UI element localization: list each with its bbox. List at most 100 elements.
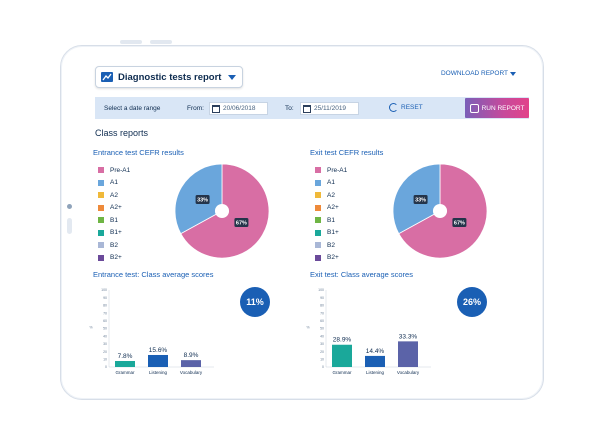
reset-button[interactable]: RESET — [389, 103, 423, 112]
bar-grammar[interactable] — [332, 344, 352, 367]
bar-value-label: 33.3% — [399, 333, 418, 340]
y-tick-label: 40 — [103, 334, 107, 338]
report-screen: Diagnostic tests report DOWNLOAD REPORT … — [85, 60, 530, 385]
y-tick-label: 20 — [103, 350, 107, 354]
calendar-icon — [303, 104, 311, 113]
pie-value-label: 67% — [236, 220, 247, 226]
pie-label-badge — [195, 195, 210, 205]
bar-value-label: 8.9% — [184, 352, 199, 359]
bar-listening[interactable] — [148, 354, 168, 367]
y-tick-label: 10 — [320, 358, 324, 362]
y-tick-label: 60 — [103, 319, 107, 323]
entrance-avg-bar-chart: 1009080706050403020100%7.8%Grammar15.6%L… — [89, 288, 214, 375]
legend-swatch — [98, 204, 104, 211]
legend-item: B1+ — [98, 227, 130, 240]
legend-label: B1 — [110, 216, 118, 224]
y-tick-label: 80 — [320, 304, 324, 308]
legend-label: Pre-A1 — [110, 166, 131, 174]
entrance-avg-title: Entrance test: Class average scores — [93, 270, 214, 279]
tablet-notch-left — [120, 40, 142, 44]
y-axis-label: % — [89, 326, 92, 330]
legend-swatch — [98, 179, 104, 186]
exit-overall-score: 26% — [457, 287, 487, 317]
bar-value-label: 28.9% — [333, 337, 352, 344]
entrance-cefr-legend: Pre-A1 A1 A2 A2+ B1 B1+ B2 B2+ — [98, 164, 130, 264]
y-tick-label: 0 — [105, 365, 107, 369]
legend-label: A1 — [110, 179, 118, 187]
camera-dot — [67, 204, 72, 209]
category-label: Listening — [149, 370, 168, 375]
from-date-field[interactable]: 20/06/2018 — [209, 102, 268, 115]
y-tick-label: 30 — [103, 342, 107, 346]
legend-item: A2+ — [315, 202, 347, 215]
y-tick-label: 90 — [320, 296, 324, 300]
legend-label: Pre-A1 — [327, 166, 348, 174]
download-report-button[interactable]: DOWNLOAD REPORT — [441, 70, 516, 77]
y-tick-label: 30 — [320, 342, 324, 346]
refresh-icon — [389, 103, 398, 112]
legend-item: A2+ — [98, 202, 130, 215]
y-tick-label: 20 — [320, 350, 324, 354]
category-label: Grammar — [116, 370, 136, 375]
legend-label: B2 — [110, 241, 118, 249]
bar-vocabulary[interactable] — [181, 360, 201, 367]
run-report-icon — [469, 103, 479, 113]
legend-label: A2+ — [327, 204, 339, 212]
bar-vocabulary[interactable] — [398, 341, 418, 367]
category-label: Listening — [366, 370, 385, 375]
to-date-value: 25/11/2019 — [314, 105, 347, 112]
legend-label: B1 — [327, 216, 335, 224]
legend-swatch — [315, 242, 321, 249]
legend-swatch — [98, 242, 104, 249]
entrance-cefr-title: Entrance test CEFR results — [93, 148, 184, 157]
category-label: Vocabulary — [397, 370, 420, 375]
exit-cefr-title: Exit test CEFR results — [310, 148, 384, 157]
entrance-cefr-pie: 67% 33% — [174, 163, 270, 259]
exit-cefr-legend: Pre-A1 A1 A2 A2+ B1 B1+ B2 B2+ — [315, 164, 347, 264]
bar-value-label: 15.6% — [149, 347, 168, 354]
legend-item: B1+ — [315, 227, 347, 240]
legend-item: B2 — [315, 239, 347, 252]
reset-label: RESET — [401, 104, 423, 111]
from-label: From: — [187, 105, 204, 112]
legend-swatch — [98, 229, 104, 236]
side-button — [67, 218, 72, 234]
from-date-value: 20/06/2018 — [223, 105, 256, 112]
bar-grammar[interactable] — [115, 360, 135, 367]
legend-swatch — [315, 217, 321, 224]
legend-label: A1 — [327, 179, 335, 187]
legend-swatch — [315, 204, 321, 211]
bar-listening[interactable] — [365, 355, 385, 367]
run-report-button[interactable]: RUN REPORT — [465, 98, 529, 118]
legend-item: A1 — [315, 177, 347, 190]
calendar-icon — [212, 104, 220, 113]
to-label: To: — [285, 105, 294, 112]
legend-label: B2 — [327, 241, 335, 249]
report-type-select[interactable]: Diagnostic tests report — [95, 66, 243, 88]
y-tick-label: 10 — [103, 358, 107, 362]
legend-swatch — [98, 192, 104, 199]
date-range-bar: Select a date range From: 20/06/2018 To:… — [95, 97, 529, 119]
run-report-label: RUN REPORT — [481, 104, 525, 112]
legend-swatch — [315, 229, 321, 236]
pie-label-badge — [234, 217, 249, 227]
legend-item: A2 — [98, 189, 130, 202]
category-label: Grammar — [333, 370, 353, 375]
y-tick-label: 80 — [103, 304, 107, 308]
line-chart-icon — [101, 72, 113, 82]
y-tick-label: 60 — [320, 319, 324, 323]
to-date-field[interactable]: 25/11/2019 — [300, 102, 359, 115]
pie-value-label: 33% — [415, 198, 426, 204]
legend-swatch — [315, 179, 321, 186]
legend-item: A1 — [98, 177, 130, 190]
y-tick-label: 70 — [103, 311, 107, 315]
bar-value-label: 14.4% — [366, 348, 385, 355]
legend-item: B1 — [98, 214, 130, 227]
legend-swatch — [98, 167, 104, 174]
pie-value-label: 33% — [197, 198, 208, 204]
y-tick-label: 50 — [320, 327, 324, 331]
download-report-label: DOWNLOAD REPORT — [440, 70, 508, 77]
tablet-notch-right — [150, 40, 172, 44]
report-type-label: Diagnostic tests report — [118, 71, 222, 83]
entrance-overall-score: 11% — [240, 287, 270, 317]
